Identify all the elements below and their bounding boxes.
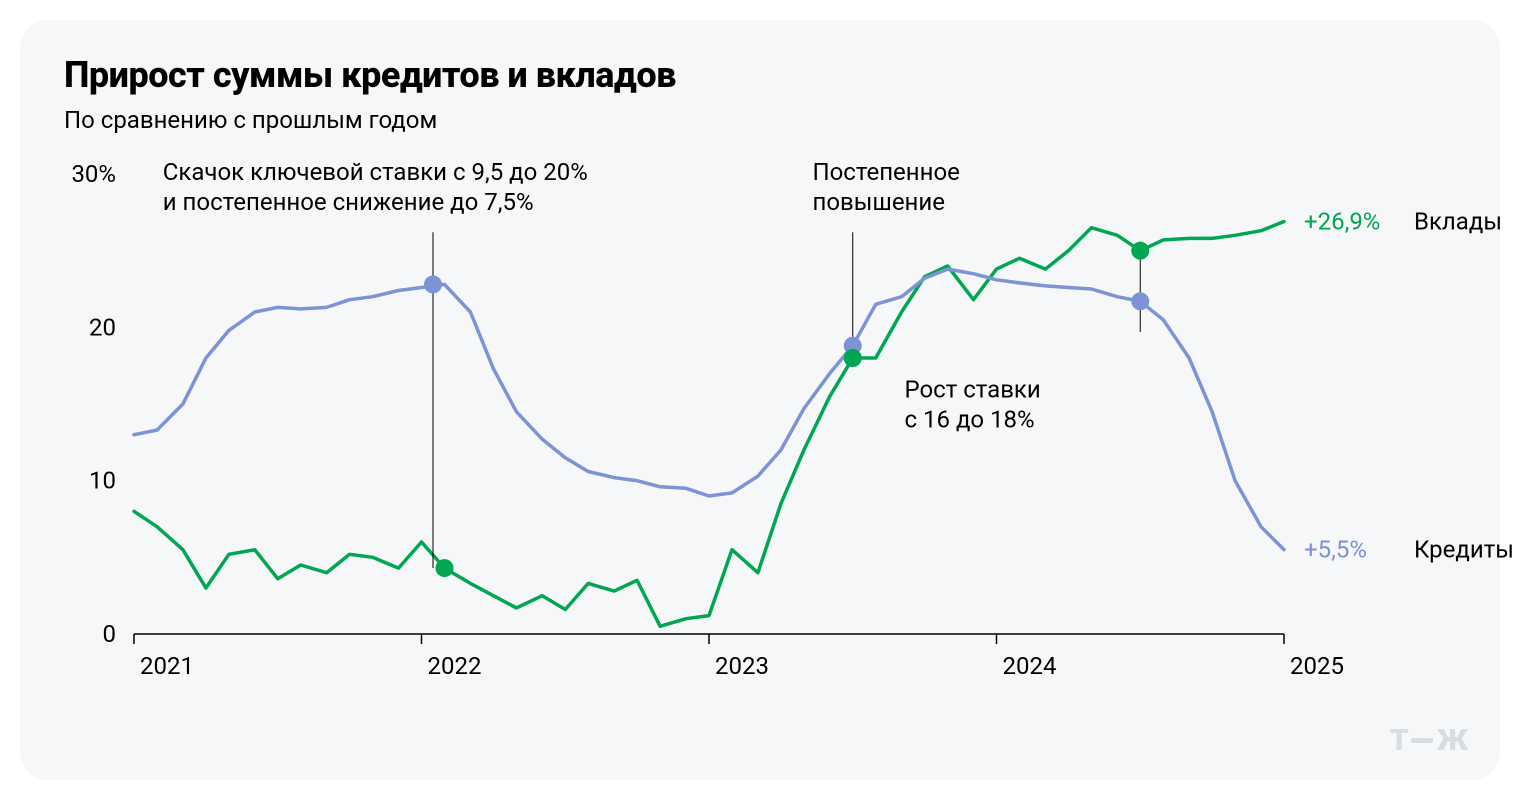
x-tick: 2023 xyxy=(715,652,769,680)
watermark-dash xyxy=(1411,738,1433,743)
y-tick: 0 xyxy=(103,620,117,648)
legend-credits: Кредиты xyxy=(1414,536,1514,564)
line-chart: 0 10 20 30% 2021 2022 2023 2024 2025 +26,9% Вклады… xyxy=(64,134,1520,694)
y-tick: 20 xyxy=(89,313,116,341)
annotation-text: повышение xyxy=(813,188,945,216)
x-tick: 2025 xyxy=(1290,652,1344,680)
annotation-marker-deposits xyxy=(436,559,454,577)
annotation-text: Рост ставки xyxy=(905,376,1041,404)
annotation-text: с 16 до 18% xyxy=(905,406,1035,434)
series-credits xyxy=(134,269,1284,550)
y-tick: 30% xyxy=(71,160,116,188)
annotation-gradual-raise: Постепенноеповышение xyxy=(813,158,960,367)
chart-subtitle: По сравнению с прошлым годом xyxy=(64,106,1456,134)
chart-card: Прирост суммы кредитов и вкладов По срав… xyxy=(20,20,1500,780)
series-deposits xyxy=(134,222,1284,627)
annotation-spike-2022: Скачок ключевой ставки с 9,5 до 20%и пос… xyxy=(163,158,588,577)
x-tick: 2021 xyxy=(140,652,194,680)
legend-deposits: Вклады xyxy=(1414,208,1502,236)
annotation-marker-credits xyxy=(424,275,442,293)
annotation-text: Постепенное xyxy=(813,158,960,186)
annotation-marker-deposits xyxy=(1131,242,1149,260)
end-value-credits: +5,5% xyxy=(1304,536,1367,564)
chart-title: Прирост суммы кредитов и вкладов xyxy=(64,54,1456,96)
annotation-text: Скачок ключевой ставки с 9,5 до 20% xyxy=(163,158,588,186)
annotation-text: и постепенное снижение до 7,5% xyxy=(163,188,534,216)
y-tick: 10 xyxy=(89,467,116,495)
watermark-right: Ж xyxy=(1437,723,1466,758)
x-tick: 2024 xyxy=(1003,652,1057,680)
annotation-marker-credits xyxy=(1131,292,1149,310)
watermark-left: Т xyxy=(1390,723,1407,758)
end-value-deposits: +26,9% xyxy=(1304,208,1380,236)
annotation-marker-deposits xyxy=(844,349,862,367)
watermark: Т Ж xyxy=(1390,723,1466,758)
x-tick: 2022 xyxy=(428,652,482,680)
